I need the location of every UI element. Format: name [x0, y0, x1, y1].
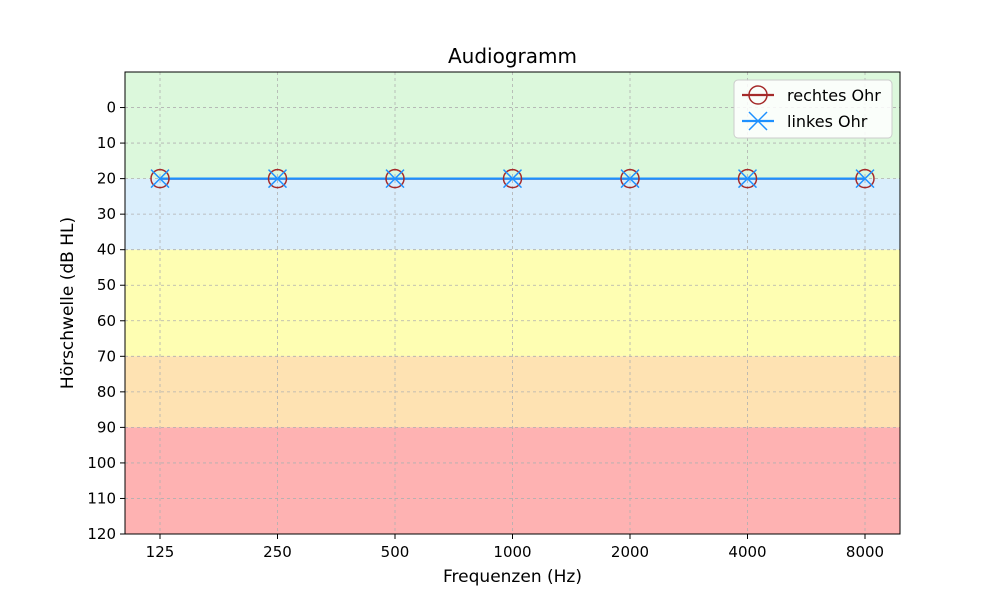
x-tick-label: 500: [381, 543, 410, 561]
x-stroke-b: [267, 169, 288, 189]
data-point-0-0: [150, 168, 170, 189]
data-point-1-1: [267, 169, 288, 189]
x-stroke-b: [748, 111, 768, 131]
y-tick-label: 90: [97, 418, 116, 436]
legend-marker-0: [748, 85, 768, 105]
data-point-0-5: [737, 168, 758, 189]
data-point-1-0: [150, 169, 170, 189]
x-stroke-b: [502, 169, 523, 189]
legend-label-0: rechtes Ohr: [787, 86, 881, 105]
y-tick-label: 80: [97, 383, 116, 401]
legend-marker-1: [748, 111, 768, 131]
y-axis-ticks: 0 10 20 30 40 50 60 70 80 90 100 110 120: [87, 99, 125, 543]
band-1: [125, 178, 900, 250]
legend: rechtes Ohr linkes Ohr: [733, 79, 893, 139]
chart-title: Audiogramm: [448, 44, 577, 68]
data-point-0-3: [502, 168, 523, 189]
y-tick-label: 40: [97, 241, 116, 259]
data-point-1-4: [620, 169, 640, 189]
y-tick-label: 10: [97, 134, 116, 152]
y-tick-label: 0: [106, 99, 116, 117]
y-tick-label: 70: [97, 347, 116, 365]
x-tick-label: 125: [146, 543, 175, 561]
y-tick-label: 30: [97, 205, 116, 223]
data-point-0-6: [855, 168, 875, 189]
x-tick-label: 250: [263, 543, 292, 561]
data-point-1-3: [502, 169, 523, 189]
legend-label-1: linkes Ohr: [787, 112, 868, 131]
y-tick-label: 110: [87, 489, 116, 507]
y-tick-label: 20: [97, 170, 116, 188]
data-point-1-6: [855, 169, 875, 189]
data-point-1-2: [385, 169, 405, 189]
x-tick-label: 4000: [728, 543, 766, 561]
data-point-1-5: [737, 169, 758, 189]
y-tick-label: 60: [97, 312, 116, 330]
x-stroke-b: [150, 169, 170, 189]
grid-lines: [125, 72, 900, 535]
x-stroke-b: [620, 169, 640, 189]
x-stroke-b: [385, 169, 405, 189]
x-stroke-b: [855, 169, 875, 189]
data-point-0-2: [385, 168, 405, 189]
x-tick-label: 1000: [493, 543, 531, 561]
x-stroke-b: [737, 169, 758, 189]
x-tick-label: 8000: [846, 543, 884, 561]
data-point-0-4: [620, 168, 640, 189]
series-layer: [150, 168, 875, 189]
data-point-0-1: [267, 168, 288, 189]
y-tick-label: 120: [87, 525, 116, 543]
y-tick-label: 50: [97, 276, 116, 294]
y-tick-label: 100: [87, 454, 116, 472]
x-tick-label: 2000: [611, 543, 649, 561]
y-axis-label: Hörschwelle (dB HL): [58, 217, 78, 389]
x-axis-ticks: 125 250 500 1000 2000 4000 8000: [146, 534, 884, 561]
x-axis-label: Frequenzen (Hz): [443, 567, 582, 587]
